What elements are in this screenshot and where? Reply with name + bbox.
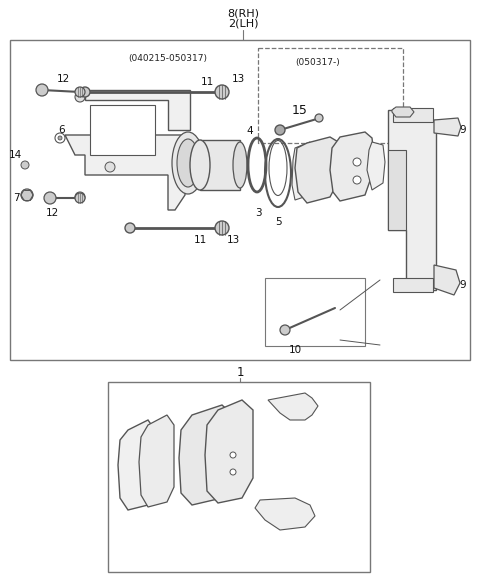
Text: 12: 12 [46,208,59,218]
Ellipse shape [233,142,247,188]
Polygon shape [388,150,406,230]
Text: 9: 9 [460,280,466,290]
Text: 13: 13 [227,235,240,245]
Text: (040215-050317): (040215-050317) [129,53,207,63]
Polygon shape [434,265,460,295]
Text: 7: 7 [12,193,19,203]
Bar [10,40,470,360]
Bar [108,382,370,572]
Polygon shape [292,142,313,200]
Ellipse shape [190,140,210,190]
Polygon shape [255,498,315,530]
Polygon shape [90,105,155,155]
Polygon shape [295,137,342,203]
Bar [258,48,403,143]
Circle shape [105,162,115,172]
Polygon shape [75,90,190,130]
Circle shape [58,136,62,140]
Text: 3: 3 [255,208,261,218]
Text: 11: 11 [193,235,206,245]
Circle shape [44,192,56,204]
Ellipse shape [172,132,204,194]
Text: 12: 12 [56,74,70,84]
Bar [200,140,240,190]
Polygon shape [268,393,318,420]
Text: 1: 1 [236,366,244,380]
Circle shape [21,189,33,201]
Polygon shape [392,107,414,117]
Circle shape [36,84,48,96]
Circle shape [275,125,285,135]
Polygon shape [179,405,234,505]
Circle shape [315,114,323,122]
Bar [265,278,365,346]
Text: (050317-): (050317-) [295,57,340,67]
Polygon shape [330,132,374,201]
Ellipse shape [75,87,85,97]
Polygon shape [205,400,253,503]
Text: 14: 14 [8,150,22,160]
Polygon shape [367,142,385,190]
Polygon shape [393,108,433,122]
Ellipse shape [215,221,229,235]
Text: 10: 10 [288,345,301,355]
Circle shape [75,92,85,102]
Polygon shape [388,110,436,290]
Text: 5: 5 [275,217,281,227]
Polygon shape [434,118,461,136]
Circle shape [125,223,135,233]
Circle shape [80,87,90,97]
Ellipse shape [215,85,229,99]
Text: 15: 15 [292,104,308,116]
Polygon shape [65,135,185,210]
Text: 8(RH): 8(RH) [227,8,259,18]
Text: 9: 9 [460,125,466,135]
Ellipse shape [75,193,85,203]
Text: 6: 6 [59,125,65,135]
Circle shape [230,469,236,475]
Polygon shape [393,278,433,292]
Circle shape [353,176,361,184]
Circle shape [280,325,290,335]
Text: 2(LH): 2(LH) [228,19,258,29]
Polygon shape [118,420,155,510]
Circle shape [230,452,236,458]
Text: 13: 13 [231,74,245,84]
Circle shape [21,161,29,169]
Circle shape [353,158,361,166]
Text: 4: 4 [247,126,253,136]
Ellipse shape [177,139,199,187]
Text: 11: 11 [200,77,214,87]
Circle shape [75,192,85,202]
Polygon shape [139,415,174,507]
